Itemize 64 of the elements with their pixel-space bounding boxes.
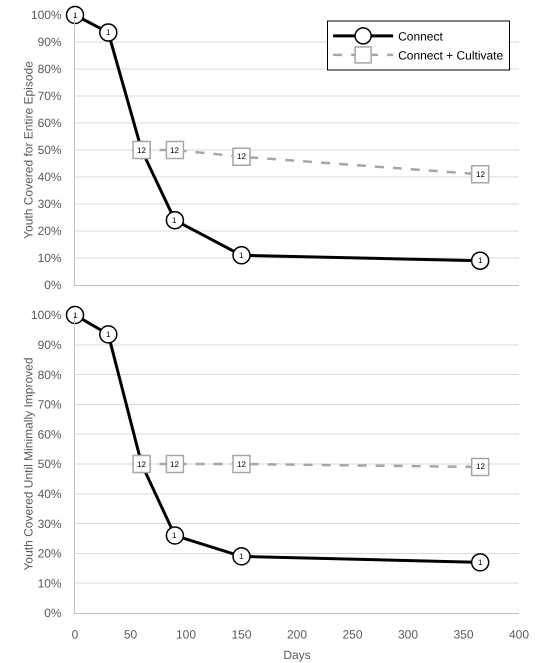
annotation: 1 <box>106 330 111 339</box>
point <box>166 210 184 230</box>
point <box>166 526 184 545</box>
annotation: 12 <box>476 170 486 179</box>
point <box>99 23 118 42</box>
annotation: 1 <box>106 28 111 37</box>
x-tick-label: 250 <box>342 627 363 642</box>
y-tick-label: 90% <box>38 338 62 352</box>
y-tick-label: 80% <box>38 368 62 382</box>
annotation: 12 <box>476 462 486 471</box>
annotation: 1 <box>73 11 78 20</box>
annotation: 1 <box>239 251 244 260</box>
x-tick-label: 200 <box>286 627 308 642</box>
y-tick-label: 60% <box>38 116 62 130</box>
x-tick-label: 50 <box>124 627 138 642</box>
y-tick-label: 0% <box>44 606 62 620</box>
point <box>470 251 490 270</box>
y-tick-label: 20% <box>38 224 62 238</box>
y-tick-label: 100% <box>30 308 62 322</box>
y-tick-label: 50% <box>38 457 62 472</box>
y-axis-title: Youth Covered for Entire Episode <box>22 60 36 239</box>
x-tick-label: 150 <box>231 627 252 642</box>
annotation: 12 <box>237 152 246 161</box>
annotation: 1 <box>172 216 177 225</box>
point <box>66 6 84 24</box>
y-tick-label: 40% <box>38 170 62 184</box>
y-tick-label: 50% <box>38 143 62 158</box>
point <box>66 306 84 324</box>
annotation: 12 <box>170 146 180 155</box>
y-tick-label: 80% <box>38 62 62 76</box>
x-tick-label: 0 <box>72 627 79 642</box>
annotation: 12 <box>137 146 146 155</box>
point <box>232 547 251 566</box>
annotation: 12 <box>237 460 246 469</box>
y-tick-label: 30% <box>38 516 62 531</box>
y-tick-label: 0% <box>44 278 62 292</box>
point <box>470 553 490 572</box>
x-tick-label: 100 <box>176 627 196 642</box>
annotation: 1 <box>239 552 244 561</box>
y-tick-label: 10% <box>38 251 62 266</box>
legend-label: Connect <box>398 30 444 44</box>
annotation: 1 <box>478 256 483 265</box>
annotation: 1 <box>172 531 177 540</box>
annotation: 12 <box>137 460 146 469</box>
y-tick-label: 60% <box>38 427 62 442</box>
y-tick-label: 30% <box>38 197 62 212</box>
x-tick-label: 300 <box>398 627 418 642</box>
annotation: 12 <box>170 460 180 469</box>
point <box>232 246 251 265</box>
x-tick-label: 400 <box>508 627 530 642</box>
y-axis-title: Youth Covered Until Minimally Improved <box>22 358 36 570</box>
point <box>99 325 118 344</box>
y-tick-label: 70% <box>38 398 62 412</box>
x-tick-label: 350 <box>453 627 474 642</box>
y-tick-label: 90% <box>38 35 62 50</box>
y-tick-label: 10% <box>38 576 62 590</box>
y-tick-label: 70% <box>38 89 62 104</box>
y-tick-label: 20% <box>38 546 62 561</box>
legend-label: Connect + Cultivate <box>398 48 504 63</box>
annotation: 1 <box>478 558 483 567</box>
y-tick-label: 100% <box>30 8 62 22</box>
y-tick-label: 40% <box>38 487 62 501</box>
annotation: 1 <box>73 311 78 320</box>
x-axis-title: Days <box>283 648 311 662</box>
